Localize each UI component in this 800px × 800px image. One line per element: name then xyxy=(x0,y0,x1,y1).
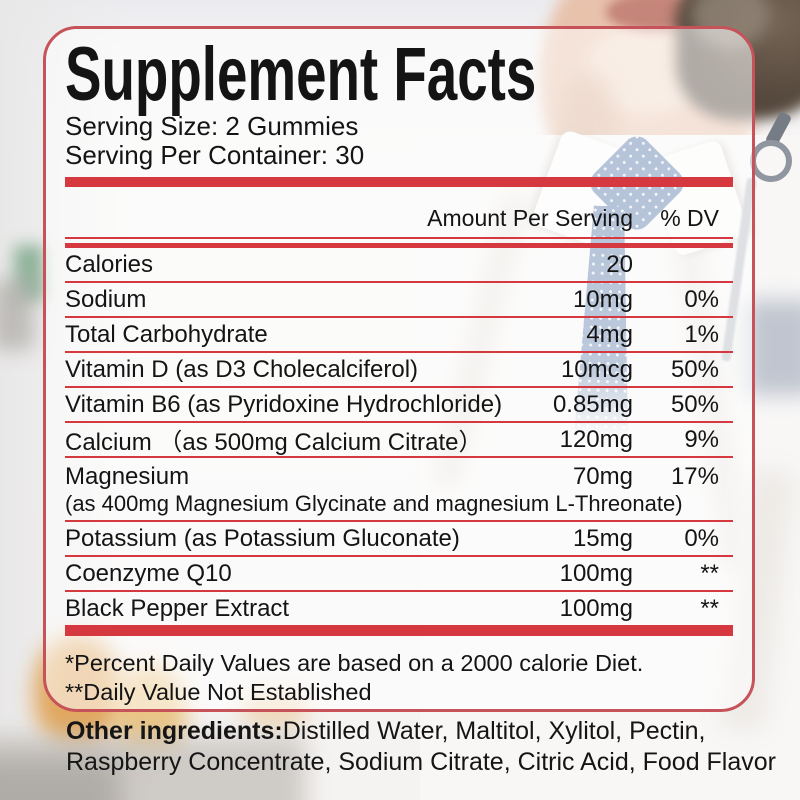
row-label: Coenzyme Q10 xyxy=(65,559,232,587)
table-row: Calories 20 xyxy=(65,248,733,283)
footnote-daily-values: *Percent Daily Values are based on a 200… xyxy=(65,650,644,676)
row-amount: 20 xyxy=(606,250,633,278)
table-header: Amount Per Serving % DV xyxy=(65,187,733,237)
row-label: Vitamin D (as D3 Cholecalciferol) xyxy=(65,355,419,383)
row-amount: 70mg xyxy=(572,462,633,490)
table-row: Coenzyme Q10 100mg ** xyxy=(65,557,733,592)
blurred-gray-object xyxy=(0,280,34,350)
row-amount: 120mg xyxy=(559,425,633,453)
stethoscope-ring xyxy=(750,140,792,182)
panel-title: Supplement Facts xyxy=(65,32,537,117)
row-label: Potassium (as Potassium Gluconate) xyxy=(65,524,460,552)
row-amount: 15mg xyxy=(572,524,633,552)
row-dv: 9% xyxy=(684,425,719,453)
column-header-amount: Amount Per Serving xyxy=(427,205,633,231)
row-label: Sodium xyxy=(65,285,147,313)
row-label: Black Pepper Extract xyxy=(65,594,290,622)
row-amount: 0.85mg xyxy=(552,390,633,418)
row-sublabel: (as 400mg Magnesium Glycinate and magnes… xyxy=(65,490,683,516)
table-row: Vitamin B6 (as Pyridoxine Hydrochloride)… xyxy=(65,388,733,423)
row-dv: ** xyxy=(700,559,719,587)
table-row-line: Magnesium 70mg 17% xyxy=(65,463,733,491)
row-label: Total Carbohydrate xyxy=(65,320,268,348)
other-ingredients-line2: Raspberry Concentrate, Sodium Citrate, C… xyxy=(66,748,776,776)
table-row: Vitamin D (as D3 Cholecalciferol) 10mcg … xyxy=(65,353,733,388)
table-row-line: Vitamin D (as D3 Cholecalciferol) 10mcg … xyxy=(65,356,733,384)
table-row-line: Calcium （as 500mg Calcium Citrate） 120mg… xyxy=(65,422,733,457)
table-row: Black Pepper Extract 100mg ** xyxy=(65,592,733,627)
column-header-dv: % DV xyxy=(660,205,719,231)
row-dv: 0% xyxy=(684,285,719,313)
other-ingredients-line1: Other ingredients:Distilled Water, Malti… xyxy=(66,716,788,747)
divider-thick-bottom xyxy=(65,627,733,636)
row-dv: ** xyxy=(700,594,719,622)
table-row: Magnesium 70mg 17% (as 400mg Magnesium G… xyxy=(65,458,733,522)
row-label: Magnesium xyxy=(65,462,190,490)
table-row: Potassium (as Potassium Gluconate) 15mg … xyxy=(65,522,733,557)
table-row-line: Sodium 10mg 0% xyxy=(65,286,733,314)
supplement-facts-panel: Supplement Facts Serving Size: 2 Gummies… xyxy=(43,26,755,712)
table-row: Total Carbohydrate 4mg 1% xyxy=(65,318,733,353)
row-dv: 0% xyxy=(684,524,719,552)
row-dv: 50% xyxy=(670,390,719,418)
table-row: Sodium 10mg 0% xyxy=(65,283,733,318)
coat-shadow-blue xyxy=(746,300,800,395)
row-amount: 100mg xyxy=(559,559,633,587)
row-label: Calories xyxy=(65,250,154,278)
facts-table: Calories 20 Sodium 10mg 0% Total Carbohy… xyxy=(65,248,733,627)
table-row-line: Potassium (as Potassium Gluconate) 15mg … xyxy=(65,525,733,553)
row-label: Calcium （as 500mg Calcium Citrate） xyxy=(65,429,483,456)
row-amount: 10mg xyxy=(572,285,633,313)
other-ingredients: Other ingredients:Distilled Water, Malti… xyxy=(66,716,788,778)
divider-thick-top xyxy=(65,177,733,187)
serving-size: Serving Size: 2 Gummies xyxy=(65,111,359,141)
row-amount: 10mcg xyxy=(560,355,633,383)
other-ingredients-list-start: Distilled Water, Maltitol, Xylitol, Pect… xyxy=(282,717,706,745)
row-dv: 50% xyxy=(670,355,719,383)
table-row-line: Total Carbohydrate 4mg 1% xyxy=(65,321,733,349)
row-amount: 100mg xyxy=(559,594,633,622)
row-label: Vitamin B6 (as Pyridoxine Hydrochloride) xyxy=(65,390,503,418)
counter-shadow xyxy=(0,758,120,800)
row-amount: 4mg xyxy=(586,320,633,348)
other-ingredients-label: Other ingredients: xyxy=(66,717,283,745)
table-row: Calcium （as 500mg Calcium Citrate） 120mg… xyxy=(65,423,733,458)
table-row-line: Black Pepper Extract 100mg ** xyxy=(65,595,733,623)
table-row-line: Vitamin B6 (as Pyridoxine Hydrochloride)… xyxy=(65,391,733,419)
row-dv: 17% xyxy=(670,462,719,490)
footnote-not-established: **Daily Value Not Established xyxy=(65,679,372,705)
divider-double-line xyxy=(65,237,733,248)
table-row-line: Calories 20 xyxy=(65,251,733,279)
table-row-line: Coenzyme Q10 100mg ** xyxy=(65,560,733,588)
serving-per-container: Serving Per Container: 30 xyxy=(65,140,365,170)
row-dv: 1% xyxy=(684,320,719,348)
